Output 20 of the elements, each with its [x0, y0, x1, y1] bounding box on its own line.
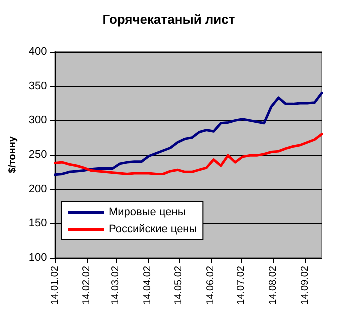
x-tick-label: 14.05.02: [173, 266, 184, 305]
y-tick-label: 100: [28, 252, 48, 264]
legend-label: Мировые цены: [109, 206, 186, 218]
y-tick-label: 200: [28, 183, 48, 196]
y-tick-label: 350: [28, 80, 48, 92]
y-tick-label: 250: [28, 149, 48, 161]
y-axis-title: $/тонну: [8, 136, 18, 174]
x-tick-label: 14.09.02: [300, 266, 312, 305]
y-tick-label: 400: [28, 46, 48, 58]
x-tick-label: 14.07.02: [236, 266, 248, 305]
x-tick-label: 14.01.02: [50, 266, 61, 305]
x-tick-label: 14.02.02: [82, 266, 93, 305]
chart-title: Горячекатаный лист: [102, 12, 236, 27]
legend-label: Российские цены: [109, 224, 198, 236]
x-tick-label: 14.08.02: [268, 266, 280, 305]
y-tick-label: 300: [28, 114, 48, 127]
y-tick-label: 150: [28, 218, 48, 230]
x-tick-label: 14.04.02: [142, 266, 154, 305]
x-tick-label: 14.03.02: [110, 266, 122, 305]
x-tick-label: 14.06.02: [205, 266, 216, 305]
